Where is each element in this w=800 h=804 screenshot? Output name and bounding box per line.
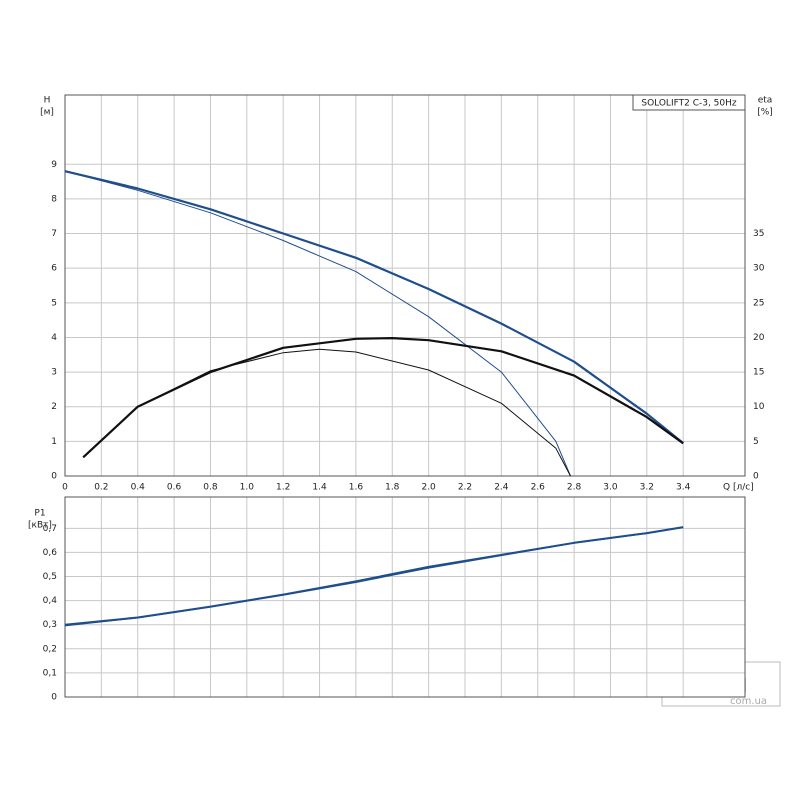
x-tick-label: 0.6 [167, 483, 182, 493]
y-axis-unit: [м] [40, 108, 54, 118]
y2-tick-label: 20 [753, 333, 765, 343]
y-tick-label: 5 [51, 298, 57, 308]
chart-title: SOLOLIFT2 C-3, 50Hz [641, 99, 737, 109]
x-tick-label: 3.0 [603, 483, 618, 493]
y2-tick-label: 0 [753, 472, 759, 482]
y-tick-label: 9 [51, 160, 57, 170]
y-tick-label: 0,4 [43, 596, 58, 606]
x-tick-label: 2.2 [458, 483, 472, 493]
plot-area [65, 497, 745, 697]
plot-frame [64, 496, 746, 698]
y-tick-label: 0,1 [43, 668, 57, 678]
series-line [64, 527, 684, 627]
title-box: SOLOLIFT2 C-3, 50Hz [632, 94, 746, 111]
x-tick-label: 1.2 [276, 483, 290, 493]
y-tick-label: 0,2 [43, 644, 57, 654]
y-axis-label: H [44, 96, 51, 106]
x-tick-label: 2.8 [567, 483, 582, 493]
x-tick-label: 0 [62, 483, 68, 493]
y2-tick-label: 10 [753, 402, 765, 412]
plot-area [65, 95, 745, 476]
y-tick-label: 4 [51, 333, 57, 343]
x-tick-label: 2.4 [494, 483, 509, 493]
y2-axis-label: eta [758, 96, 773, 106]
y-tick-label: 6 [51, 264, 57, 274]
y2-tick-label: 30 [753, 264, 765, 274]
x-tick-label: 1.4 [312, 483, 327, 493]
series-line [64, 170, 571, 477]
series-line [82, 337, 684, 459]
y-tick-label: 7 [51, 229, 57, 239]
y-tick-label: 1 [51, 437, 57, 447]
series-line [64, 170, 684, 444]
title-frame [632, 94, 746, 111]
x-tick-label: 0.4 [131, 483, 146, 493]
y-tick-label: 0,5 [43, 572, 57, 582]
y2-tick-label: 35 [753, 229, 764, 239]
logo-domain: com.ua [730, 696, 767, 707]
y-tick-label: 3 [51, 368, 57, 378]
panel: 0 0.2 0.4 0.6 0.8 1.0 1.2 1.4 1.6 1.8 2.0 2.2 2.4 2.6… [51, 94, 765, 493]
y-tick-label: 0 [51, 472, 57, 482]
x-tick-label: 1.8 [385, 483, 400, 493]
y-tick-label: 0,6 [43, 548, 58, 558]
x-tick-label: 0.8 [203, 483, 218, 493]
plot-frame [64, 94, 746, 477]
y-tick-label: 0,7 [43, 524, 57, 534]
x-tick-label: 1.0 [240, 483, 255, 493]
y-axis-unit: [кВт] [28, 521, 52, 531]
y2-tick-label: 25 [753, 298, 764, 308]
x-tick-label: 3.2 [640, 483, 654, 493]
series-line [82, 348, 571, 477]
y-tick-label: 0 [51, 693, 57, 703]
y-tick-label: 2 [51, 402, 57, 412]
y2-axis-unit: [%] [757, 108, 773, 118]
x-tick-label: 2.6 [531, 483, 546, 493]
x-tick-label: 0.2 [94, 483, 108, 493]
x-tick-label: 1.6 [349, 483, 364, 493]
y-axis-label: P1 [34, 509, 45, 519]
y-tick-label: 0,3 [43, 620, 57, 630]
x-tick-label: 2.0 [421, 483, 436, 493]
panel: 0 0,1 0,2 0,3 0,4 0,5 0,6 0,7 [43, 496, 746, 703]
y2-tick-label: 5 [753, 437, 759, 447]
x-axis-label: Q [л/с] [723, 483, 754, 493]
y2-tick-label: 15 [753, 368, 764, 378]
y-tick-label: 8 [51, 194, 57, 204]
x-tick-label: 3.4 [676, 483, 691, 493]
